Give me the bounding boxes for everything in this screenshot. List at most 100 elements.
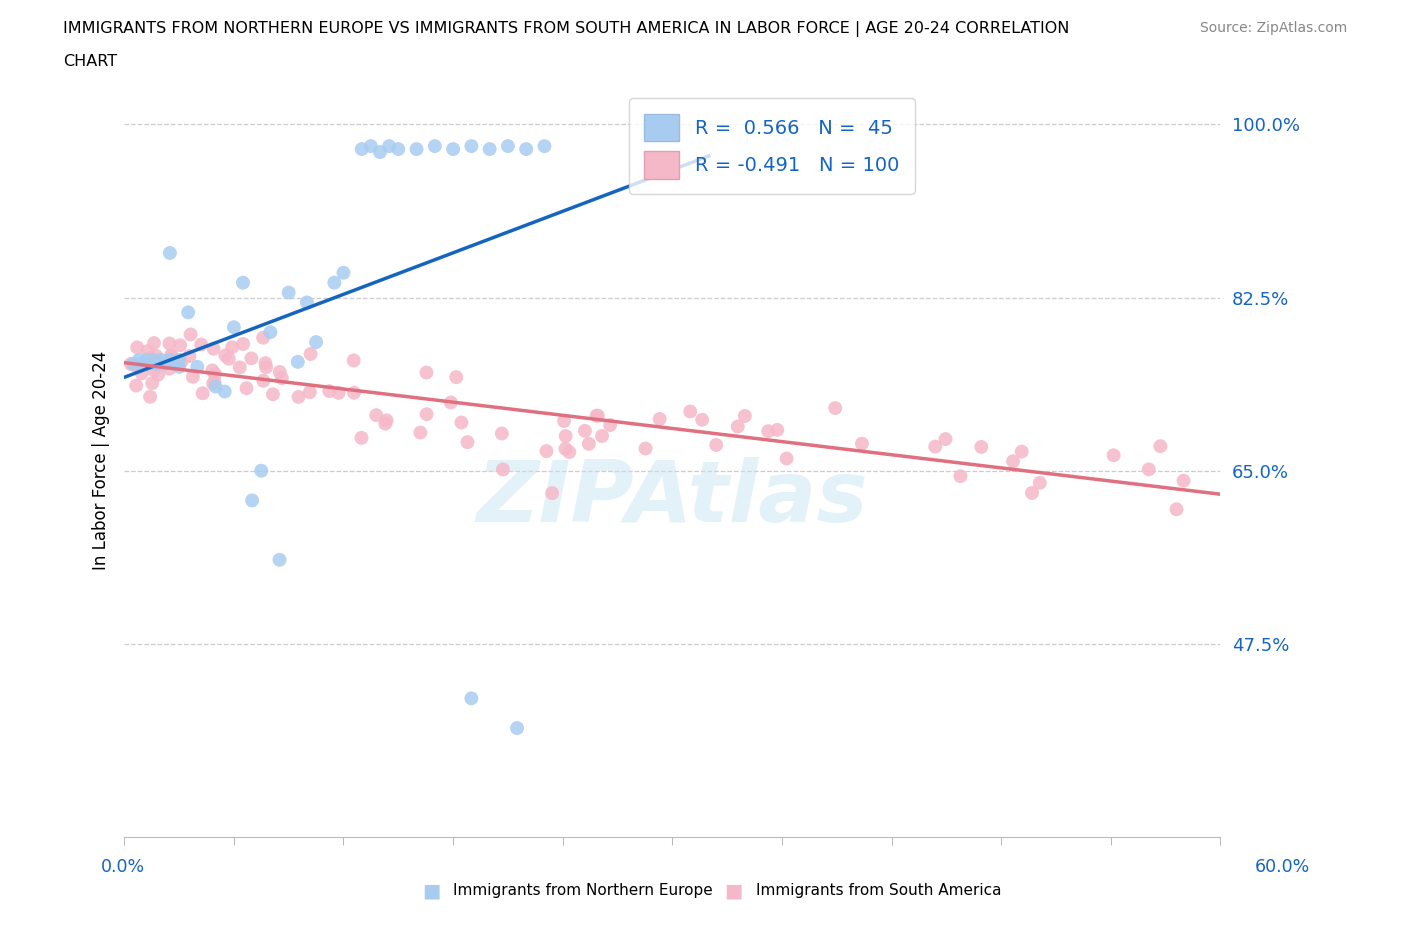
Point xyxy=(218,352,240,366)
Text: Immigrants from South America: Immigrants from South America xyxy=(756,884,1002,898)
Point xyxy=(496,139,519,153)
Point xyxy=(824,401,846,416)
Point xyxy=(450,415,472,430)
Point xyxy=(250,463,273,478)
Point xyxy=(343,353,366,368)
Point xyxy=(269,365,291,379)
Point xyxy=(934,432,956,446)
Point xyxy=(558,445,581,459)
Point xyxy=(323,275,346,290)
Point xyxy=(201,363,224,378)
Point xyxy=(478,141,501,156)
Point xyxy=(1002,454,1025,469)
Point xyxy=(318,384,340,399)
Point xyxy=(153,356,176,371)
Point xyxy=(924,439,946,454)
Point xyxy=(142,363,165,378)
Point xyxy=(1029,475,1052,490)
Point xyxy=(491,426,513,441)
Point xyxy=(131,365,153,380)
Point xyxy=(159,352,181,367)
Point xyxy=(232,337,254,352)
Point xyxy=(202,376,225,391)
Point xyxy=(159,336,181,351)
Point xyxy=(139,351,162,365)
Point xyxy=(229,360,252,375)
Text: ■: ■ xyxy=(724,882,742,900)
Point xyxy=(541,485,564,500)
Point xyxy=(157,361,180,376)
Text: ZIPAtlas: ZIPAtlas xyxy=(477,457,868,540)
Point xyxy=(415,365,437,380)
Point xyxy=(554,442,576,457)
Point xyxy=(160,349,183,364)
Point xyxy=(444,370,467,385)
Point xyxy=(368,144,391,159)
Point xyxy=(127,340,149,355)
Point xyxy=(578,436,600,451)
Point xyxy=(378,139,401,153)
Point xyxy=(177,305,200,320)
Point xyxy=(204,379,226,394)
Y-axis label: In Labor Force | Age 20-24: In Labor Force | Age 20-24 xyxy=(93,352,110,570)
Point xyxy=(232,275,254,290)
Point xyxy=(295,295,318,310)
Point xyxy=(252,330,274,345)
Point xyxy=(202,341,225,356)
Point xyxy=(460,139,482,153)
Point xyxy=(159,246,181,260)
Point xyxy=(141,376,163,391)
Point xyxy=(734,408,756,423)
Point xyxy=(128,352,150,367)
Point xyxy=(727,419,749,434)
Point xyxy=(222,320,245,335)
Text: 0.0%: 0.0% xyxy=(101,857,145,876)
Point xyxy=(405,141,427,156)
Point xyxy=(124,358,146,373)
Point xyxy=(277,286,299,300)
Point xyxy=(374,417,396,432)
Point xyxy=(1173,473,1195,488)
Point xyxy=(586,408,609,423)
Point xyxy=(506,721,529,736)
Point xyxy=(415,406,437,421)
Point xyxy=(515,141,537,156)
Point xyxy=(648,411,671,426)
Point xyxy=(298,385,321,400)
Point xyxy=(460,691,482,706)
Point xyxy=(191,386,214,401)
Text: IMMIGRANTS FROM NORTHERN EUROPE VS IMMIGRANTS FROM SOUTH AMERICA IN LABOR FORCE : IMMIGRANTS FROM NORTHERN EUROPE VS IMMIG… xyxy=(63,21,1070,37)
Point xyxy=(160,348,183,363)
Point xyxy=(204,374,226,389)
Point xyxy=(949,469,972,484)
Point xyxy=(574,423,596,438)
Point xyxy=(186,359,208,374)
Point xyxy=(423,139,446,153)
Point xyxy=(350,141,373,156)
Point xyxy=(170,354,193,369)
Point xyxy=(120,356,142,371)
Text: Source: ZipAtlas.com: Source: ZipAtlas.com xyxy=(1199,21,1347,35)
Point xyxy=(533,139,555,153)
Point xyxy=(146,356,169,371)
Legend: R =  0.566   N =  45, R = -0.491   N = 100: R = 0.566 N = 45, R = -0.491 N = 100 xyxy=(628,99,915,194)
Point xyxy=(536,444,558,458)
Point xyxy=(634,441,657,456)
Point xyxy=(190,337,212,352)
Point xyxy=(1102,448,1125,463)
Point xyxy=(262,387,284,402)
Point xyxy=(214,348,236,363)
Point xyxy=(553,414,575,429)
Point xyxy=(328,385,350,400)
Point xyxy=(142,352,165,367)
Point xyxy=(387,141,409,156)
Point xyxy=(679,404,702,418)
Point xyxy=(135,352,157,367)
Point xyxy=(332,265,354,280)
Text: Immigrants from Northern Europe: Immigrants from Northern Europe xyxy=(453,884,713,898)
Point xyxy=(343,385,366,400)
Point xyxy=(366,407,388,422)
Point xyxy=(214,384,236,399)
Point xyxy=(585,408,607,423)
Text: CHART: CHART xyxy=(63,54,117,69)
